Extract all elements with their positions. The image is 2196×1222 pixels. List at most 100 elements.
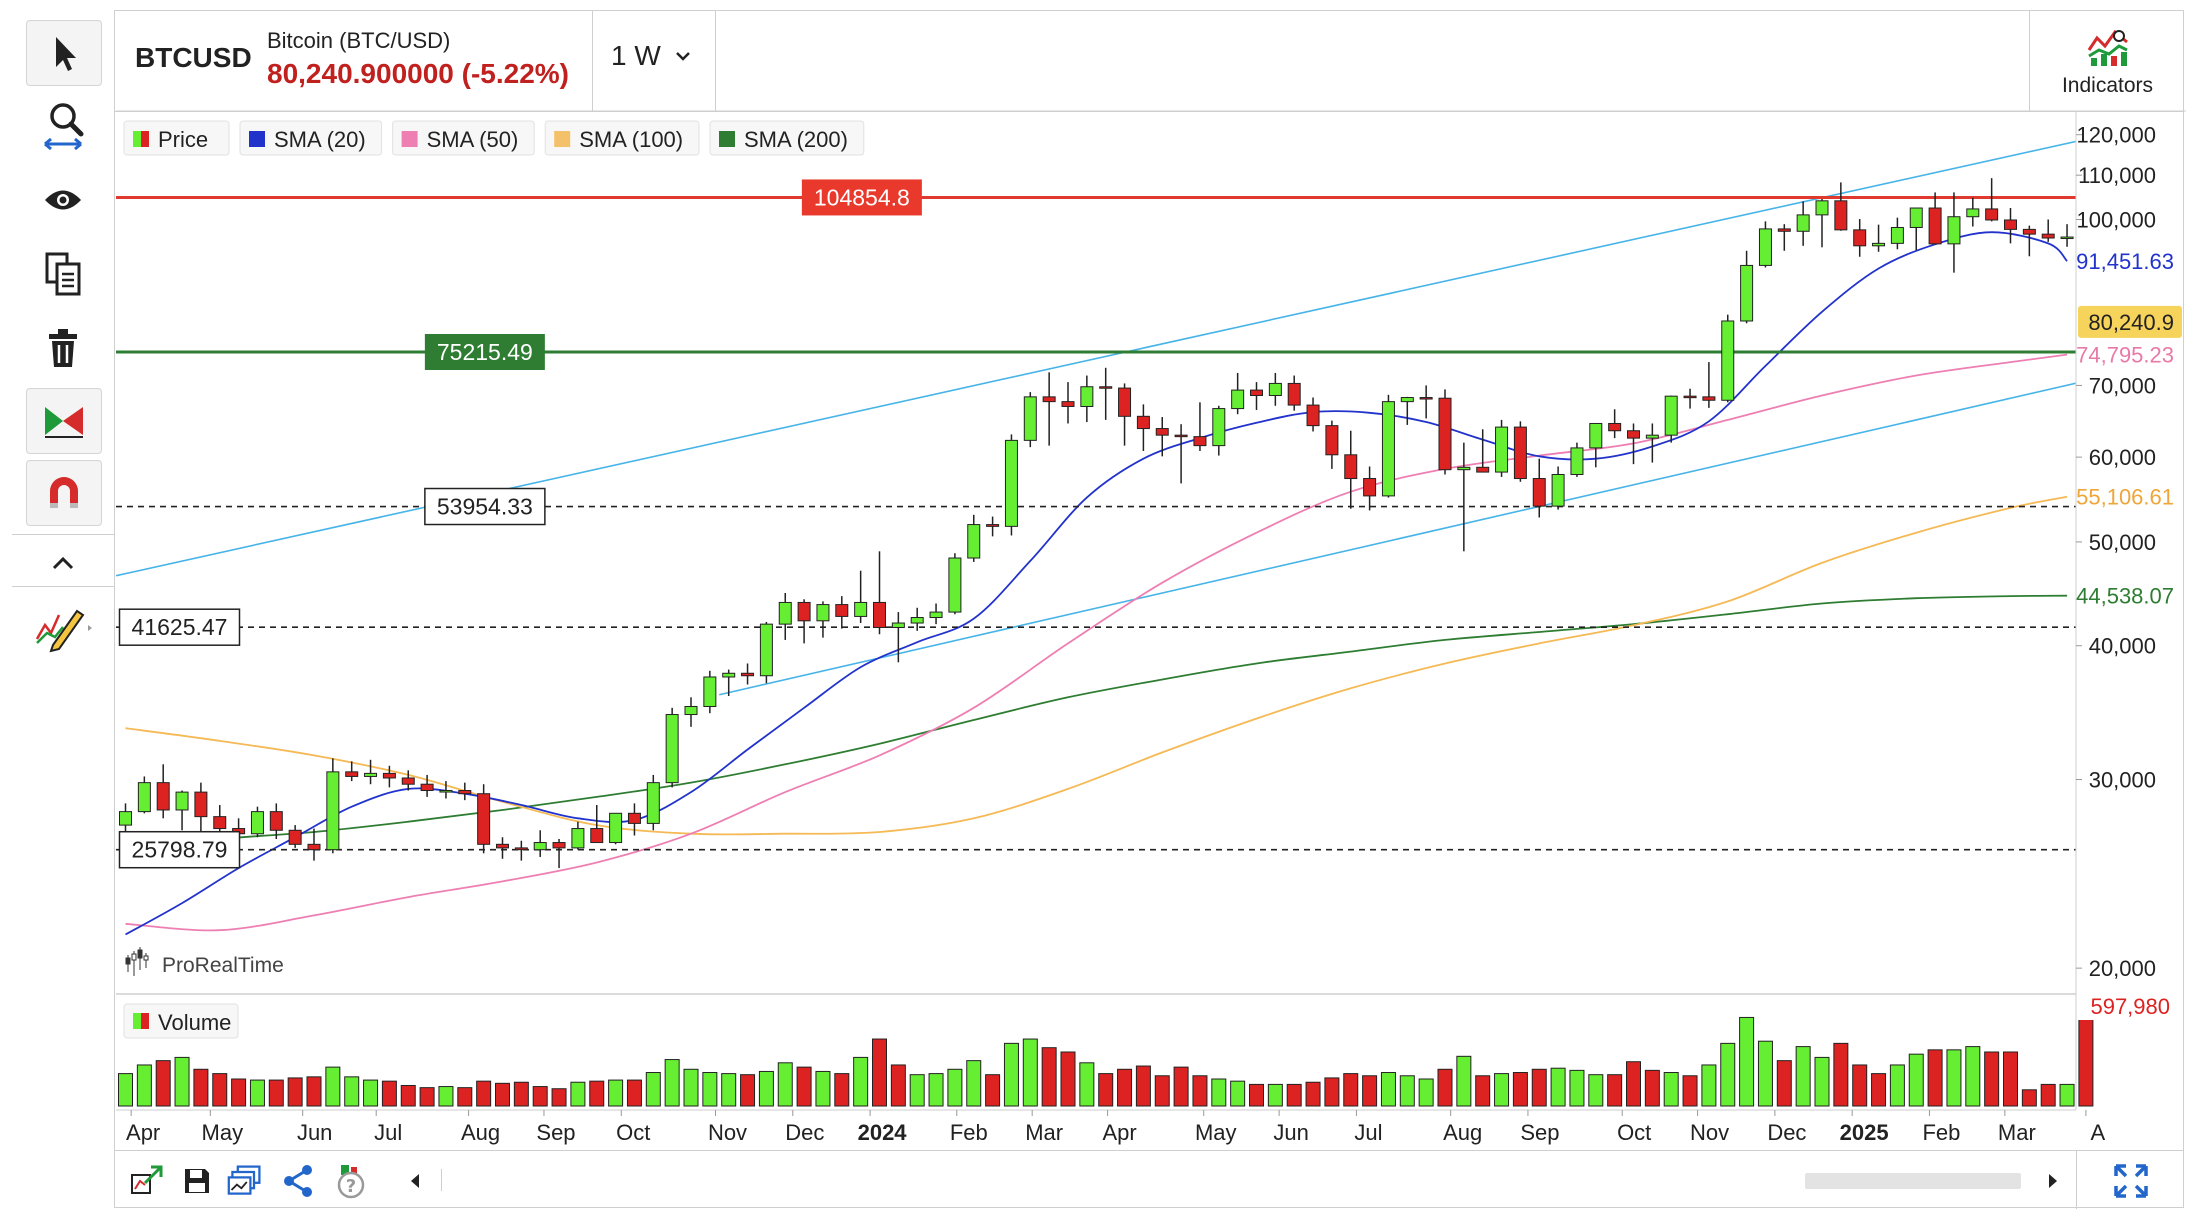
- volume-bar-27: [626, 1079, 642, 1107]
- interval-dropdown[interactable]: 1 W: [611, 40, 691, 72]
- visibility-tool-button[interactable]: [26, 168, 100, 232]
- volume-bar-41: [890, 1064, 906, 1107]
- down-candle-body: [835, 604, 849, 617]
- up-candle-body: [1796, 214, 1810, 232]
- volume-bar-84: [1701, 1064, 1717, 1107]
- dashed-41625-label[interactable]: 41625.47: [118, 608, 241, 646]
- share-button[interactable]: [281, 1163, 317, 1199]
- price-pane: [116, 140, 2076, 936]
- magnet-icon: [50, 477, 78, 508]
- down-candle-body: [1042, 396, 1056, 403]
- pointer-tool-button[interactable]: [26, 20, 102, 86]
- legend-item-0[interactable]: Price: [123, 120, 230, 156]
- y-tick-label: 110,000: [2078, 163, 2156, 188]
- legend-swatch: [401, 131, 418, 147]
- down-candle-body: [873, 601, 886, 628]
- candle-8: [269, 803, 283, 839]
- replace-chart-button[interactable]: [129, 1163, 165, 1199]
- candle-31: [703, 670, 717, 714]
- up-candle-body: [175, 791, 189, 811]
- volume-bar-102: [2040, 1083, 2056, 1107]
- candle-2: [156, 764, 170, 819]
- volume-bar-56: [1173, 1066, 1189, 1107]
- candle-26: [609, 812, 623, 845]
- down-candle-body: [741, 672, 755, 677]
- up-candle-body: [533, 842, 547, 851]
- eye-icon: [45, 190, 81, 210]
- down-candle-body: [590, 828, 604, 844]
- legend-item-3[interactable]: SMA (100): [544, 120, 700, 156]
- volume-bar-31: [702, 1072, 718, 1107]
- drawing-tools-button[interactable]: [26, 596, 100, 660]
- volume-bar-9: [287, 1077, 303, 1107]
- down-candle-body: [382, 772, 396, 779]
- volume-bar-14: [381, 1080, 397, 1107]
- volume-bar-37: [815, 1070, 831, 1107]
- volume-bar-12: [344, 1076, 360, 1107]
- legend-item-1[interactable]: SMA (20): [239, 120, 383, 156]
- badge-bg: [2078, 992, 2182, 1020]
- header-divider: [715, 10, 716, 111]
- scroll-left-button[interactable]: [397, 1163, 433, 1199]
- legend-item-2[interactable]: SMA (50): [392, 120, 535, 156]
- zoom-magnifier-icon: [44, 103, 84, 151]
- sma20-badge: 91,451.63: [2076, 249, 2174, 274]
- fullscreen-button[interactable]: [2113, 1163, 2149, 1199]
- legend-box: [544, 120, 700, 156]
- level-label-box: [424, 333, 545, 370]
- up-candle-body: [1909, 207, 1923, 228]
- x-tick-label: Feb: [1922, 1120, 1960, 1145]
- support-label[interactable]: 75215.49: [424, 333, 545, 370]
- candle-53: [1118, 383, 1132, 446]
- volume-bar-13: [363, 1079, 379, 1107]
- level-label-text: 41625.47: [132, 614, 228, 640]
- zoom-tool-button[interactable]: [26, 94, 100, 158]
- x-tick-label: Jul: [1354, 1120, 1382, 1145]
- trend-tool-button[interactable]: [26, 388, 102, 454]
- candle-22: [533, 830, 547, 857]
- legend-item-4[interactable]: SMA (200): [709, 120, 865, 156]
- candle-37: [816, 601, 830, 638]
- candle-9: [288, 825, 302, 848]
- up-candle-body: [364, 772, 378, 777]
- volume-legend[interactable]: Volume: [123, 1003, 239, 1039]
- level-label-box: [118, 608, 241, 646]
- volume-bar-61: [1267, 1083, 1283, 1107]
- up-candle-body: [571, 828, 585, 849]
- candle-89: [1796, 201, 1810, 246]
- help-button[interactable]: ?: [331, 1163, 367, 1199]
- delete-tool-button[interactable]: [26, 316, 100, 380]
- down-candle-body: [1344, 454, 1358, 480]
- volume-bar-22: [532, 1086, 548, 1107]
- up-candle-body: [1004, 439, 1018, 527]
- layouts-button[interactable]: [227, 1163, 263, 1199]
- volume-bar-60: [1249, 1083, 1264, 1107]
- x-tick-label: Mar: [1998, 1120, 2036, 1145]
- y-tick-label: 50,000: [2089, 530, 2156, 555]
- resistance-label[interactable]: 104854.8: [801, 179, 922, 216]
- candle-32: [722, 669, 736, 697]
- dashed-25798-label[interactable]: 25798.79: [118, 830, 241, 869]
- volume-bar-51: [1079, 1062, 1095, 1107]
- down-candle-body: [1325, 425, 1339, 456]
- up-candle-body: [326, 771, 340, 851]
- volume-bar-46: [985, 1074, 1001, 1107]
- save-button[interactable]: [179, 1163, 215, 1199]
- scroll-right-button[interactable]: [2035, 1163, 2071, 1199]
- candle-74: [1513, 421, 1527, 482]
- collapse-toolbar-button[interactable]: [26, 542, 100, 584]
- volume-bar-95: [1908, 1053, 1924, 1107]
- legend-label: Price: [158, 127, 208, 152]
- volume-bar-38: [834, 1073, 850, 1107]
- down-candle-body: [496, 843, 509, 849]
- magnet-tool-button[interactable]: [26, 460, 102, 526]
- candle-59: [1231, 372, 1245, 415]
- indicators-button[interactable]: Indicators: [2029, 10, 2185, 111]
- down-candle-body: [1985, 208, 1999, 221]
- volume-bar-72: [1475, 1075, 1491, 1107]
- candle-11: [326, 758, 340, 854]
- horizontal-scrollbar-thumb[interactable]: [1805, 1173, 2021, 1189]
- copy-tool-button[interactable]: [26, 242, 100, 306]
- dashed-53954-label[interactable]: 53954.33: [424, 487, 546, 526]
